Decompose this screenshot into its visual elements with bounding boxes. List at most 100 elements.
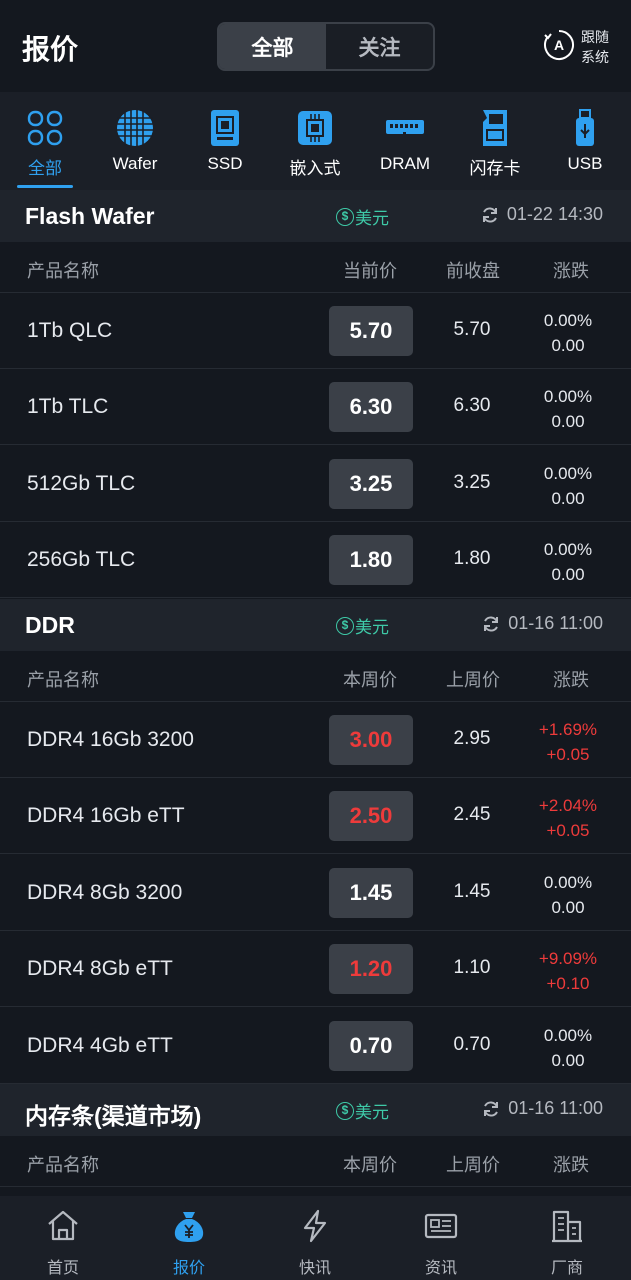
- table-row[interactable]: DDR4 16Gb 3200 3.00 2.95 +1.69% +0.05: [0, 702, 631, 778]
- nav-home-label: 首页: [46, 1260, 79, 1277]
- col-change: 涨跌: [553, 670, 589, 690]
- chip-icon: [298, 111, 332, 145]
- lightning-icon: [303, 1209, 327, 1243]
- table-row[interactable]: DDR4 16Gb eTT 2.50 2.45 +2.04% +0.05: [0, 778, 631, 854]
- tab-dram[interactable]: DRAM: [360, 92, 450, 190]
- segment-follow[interactable]: 关注: [358, 36, 401, 60]
- nav-news-label: 资讯: [424, 1260, 457, 1277]
- tab-ssd-label: SSD: [207, 154, 243, 173]
- change-pct: 0.00%: [543, 387, 593, 406]
- price-box: 1.45: [329, 868, 413, 918]
- change: 0.00% 0.00: [520, 870, 616, 920]
- change: +1.69% +0.05: [520, 717, 616, 767]
- change: 0.00% 0.00: [520, 384, 616, 434]
- nav-vendors-label: 厂商: [550, 1260, 583, 1277]
- building-icon: [552, 1210, 582, 1243]
- tab-embedded[interactable]: 嵌入式: [270, 92, 360, 190]
- tab-wafer[interactable]: Wafer: [90, 92, 180, 190]
- update-time: 01-16 11:00: [482, 613, 603, 634]
- tab-all[interactable]: 全部: [0, 92, 90, 190]
- dram-icon: [386, 120, 424, 135]
- update-time: 01-16 11:00: [482, 1098, 603, 1119]
- section-title: DDR: [25, 612, 75, 638]
- svg-text:A: A: [554, 37, 564, 53]
- grid-icon: [27, 110, 63, 146]
- prev-price: 1.10: [453, 957, 491, 978]
- tab-ssd[interactable]: SSD: [180, 92, 270, 190]
- change: 0.00% 0.00: [520, 308, 616, 358]
- table-row[interactable]: 1Tb QLC 5.70 5.70 0.00% 0.00: [0, 293, 631, 369]
- price-box: 3.25: [329, 459, 413, 509]
- tab-memory-card-label: 闪存卡: [469, 159, 521, 178]
- table-row[interactable]: 1Tb TLC 6.30 6.30 0.00% 0.00: [0, 369, 631, 445]
- change-diff: 0.00: [551, 1051, 585, 1070]
- currency-label: 美元: [355, 1103, 389, 1122]
- section-header-memory-module[interactable]: 内存条(渠道市场) $ 美元 01-16 11:00: [0, 1084, 631, 1136]
- wafer-icon: [117, 110, 153, 146]
- sd-card-icon: [483, 110, 507, 146]
- nav-home[interactable]: 首页: [0, 1196, 126, 1280]
- currency-badge: $ 美元: [336, 613, 389, 638]
- price-box: 1.20: [329, 944, 413, 994]
- table-row[interactable]: 256Gb TLC 1.80 1.80 0.00% 0.00: [0, 522, 631, 598]
- price-box: 1.80: [329, 535, 413, 585]
- col-last-week: 上周价: [446, 670, 500, 690]
- product-name: 1Tb QLC: [27, 319, 113, 342]
- change-pct: 0.00%: [543, 540, 593, 559]
- change-diff: 0.00: [551, 565, 585, 584]
- col-product-name: 产品名称: [27, 261, 99, 281]
- product-name: 256Gb TLC: [27, 548, 136, 571]
- table-row[interactable]: 512Gb TLC 3.25 3.25 0.00% 0.00: [0, 446, 631, 522]
- currency-badge: $ 美元: [336, 1098, 389, 1123]
- nav-vendors[interactable]: 厂商: [504, 1196, 630, 1280]
- change: +2.04% +0.05: [520, 793, 616, 843]
- theme-follow-system-button[interactable]: A 跟随 系统: [543, 27, 623, 67]
- nav-news[interactable]: 资讯: [378, 1196, 504, 1280]
- tab-embedded-label: 嵌入式: [289, 159, 341, 178]
- change-pct: +2.04%: [538, 796, 598, 815]
- tab-dram-label: DRAM: [379, 154, 431, 173]
- tab-memory-card[interactable]: 闪存卡: [450, 92, 540, 190]
- refresh-icon: [482, 206, 497, 223]
- product-name: DDR4 8Gb eTT: [27, 957, 173, 980]
- refresh-icon: [484, 615, 499, 632]
- prev-price: 6.30: [453, 395, 491, 416]
- change: 0.00% 0.00: [520, 1023, 616, 1073]
- change-diff: +0.10: [546, 974, 590, 993]
- section-header-flash-wafer[interactable]: Flash Wafer $ 美元 01-22 14:30: [0, 190, 631, 242]
- section-header-ddr[interactable]: DDR $ 美元 01-16 11:00: [0, 599, 631, 651]
- change: 0.00% 0.00: [520, 461, 616, 511]
- nav-flash-news[interactable]: 快讯: [252, 1196, 378, 1280]
- table-row[interactable]: DDR4 8Gb 3200 1.45 1.45 0.00% 0.00: [0, 855, 631, 931]
- top-header: 报价 全部 关注 A 跟随 系统: [0, 0, 631, 92]
- prev-price: 2.95: [453, 728, 491, 749]
- nav-quotes[interactable]: 报价: [126, 1196, 252, 1280]
- change-diff: +0.05: [546, 745, 590, 764]
- price-box: 2.50: [329, 791, 413, 841]
- table-row[interactable]: DDR4 8Gb eTT 1.20 1.10 +9.09% +0.10: [0, 931, 631, 1007]
- section-title: 内存条(渠道市场): [25, 1103, 202, 1129]
- col-this-week: 本周价: [343, 670, 397, 690]
- tab-wafer-label: Wafer: [112, 154, 158, 173]
- tab-usb[interactable]: USB: [540, 92, 630, 190]
- change: 0.00% 0.00: [520, 537, 616, 587]
- prev-price: 3.25: [453, 472, 491, 493]
- product-name: 512Gb TLC: [27, 472, 136, 495]
- change-diff: +0.05: [546, 821, 590, 840]
- table-row[interactable]: DDR4 4Gb eTT 0.70 0.70 0.00% 0.00: [0, 1008, 631, 1084]
- page-title: 报价: [22, 34, 79, 65]
- price-box: 6.30: [329, 382, 413, 432]
- dollar-icon: $: [336, 207, 354, 226]
- col-product-name: 产品名称: [27, 1155, 99, 1175]
- change-diff: 0.00: [551, 336, 585, 355]
- dollar-icon: $: [336, 1101, 354, 1120]
- prev-price: 5.70: [453, 319, 491, 340]
- change-diff: 0.00: [551, 898, 585, 917]
- product-name: DDR4 4Gb eTT: [27, 1034, 173, 1057]
- change-pct: +9.09%: [538, 949, 598, 968]
- segment-all[interactable]: 全部: [219, 24, 326, 69]
- section-title: Flash Wafer: [25, 203, 155, 229]
- price-box: 5.70: [329, 306, 413, 356]
- update-time-text: 01-16 11:00: [508, 1098, 603, 1118]
- product-name: DDR4 16Gb eTT: [27, 804, 185, 827]
